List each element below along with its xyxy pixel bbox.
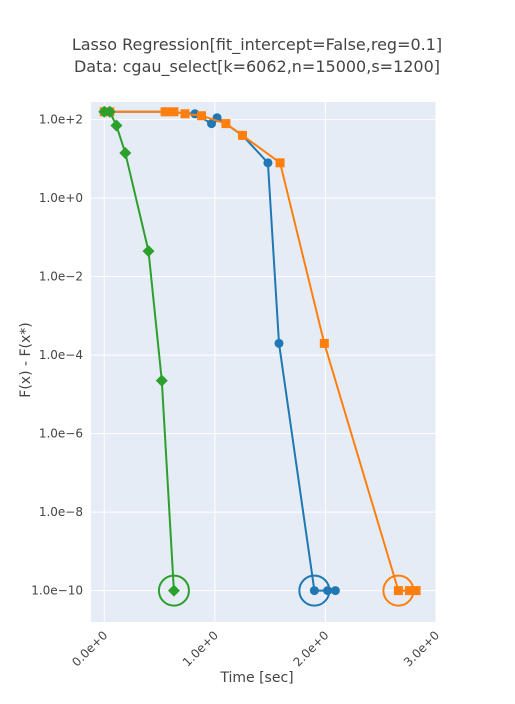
y-tick-label: 1.0e+0 bbox=[39, 191, 83, 205]
y-axis-title: F(x) - F(x*) bbox=[18, 322, 34, 397]
data-point bbox=[319, 338, 329, 348]
data-point bbox=[155, 374, 168, 387]
final-marker-ring bbox=[298, 574, 331, 607]
series-layer bbox=[98, 105, 421, 607]
x-axis-title: Time [sec] bbox=[219, 670, 293, 686]
x-tick-label: 2.0e+0 bbox=[290, 628, 331, 669]
data-point bbox=[411, 586, 421, 596]
y-tick-label: 1.0e+2 bbox=[39, 113, 83, 127]
y-tick-label: 1.0e−6 bbox=[39, 427, 83, 441]
data-point bbox=[330, 586, 340, 596]
y-tick-label: 1.0e−2 bbox=[39, 270, 83, 284]
x-tick-label: 3.0e+0 bbox=[401, 628, 442, 669]
x-tick-label: 0.0e+0 bbox=[69, 628, 110, 669]
data-point bbox=[274, 338, 284, 348]
data-point bbox=[167, 584, 180, 597]
data-point bbox=[180, 109, 190, 119]
plot-area bbox=[91, 102, 436, 622]
data-point bbox=[263, 158, 273, 168]
data-point bbox=[103, 105, 116, 118]
data-point bbox=[275, 158, 285, 168]
data-point bbox=[309, 586, 319, 596]
final-marker-ring bbox=[157, 574, 190, 607]
data-point bbox=[169, 107, 179, 117]
data-point bbox=[221, 119, 231, 129]
series-diamond bbox=[98, 105, 190, 607]
data-point bbox=[142, 245, 155, 258]
data-point bbox=[207, 119, 217, 129]
data-point bbox=[237, 130, 247, 140]
final-marker-ring bbox=[382, 574, 415, 607]
data-point bbox=[160, 107, 170, 117]
y-tick-label: 1.0e−10 bbox=[31, 584, 83, 598]
y-tick-label: 1.0e−8 bbox=[39, 505, 83, 519]
chart-title-line1: Lasso Regression[fit_intercept=False,reg… bbox=[72, 35, 442, 55]
data-point bbox=[119, 147, 132, 160]
data-point bbox=[323, 586, 333, 596]
data-point bbox=[393, 586, 403, 596]
data-point bbox=[404, 586, 414, 596]
y-tick-label: 1.0e−4 bbox=[39, 348, 83, 362]
grid-layer bbox=[91, 102, 437, 622]
data-point bbox=[110, 119, 123, 132]
data-point bbox=[197, 111, 207, 121]
x-tick-label: 1.0e+0 bbox=[180, 628, 221, 669]
chart-title-line2: Data: cgau_select[k=6062,n=15000,s=1200] bbox=[74, 57, 440, 77]
